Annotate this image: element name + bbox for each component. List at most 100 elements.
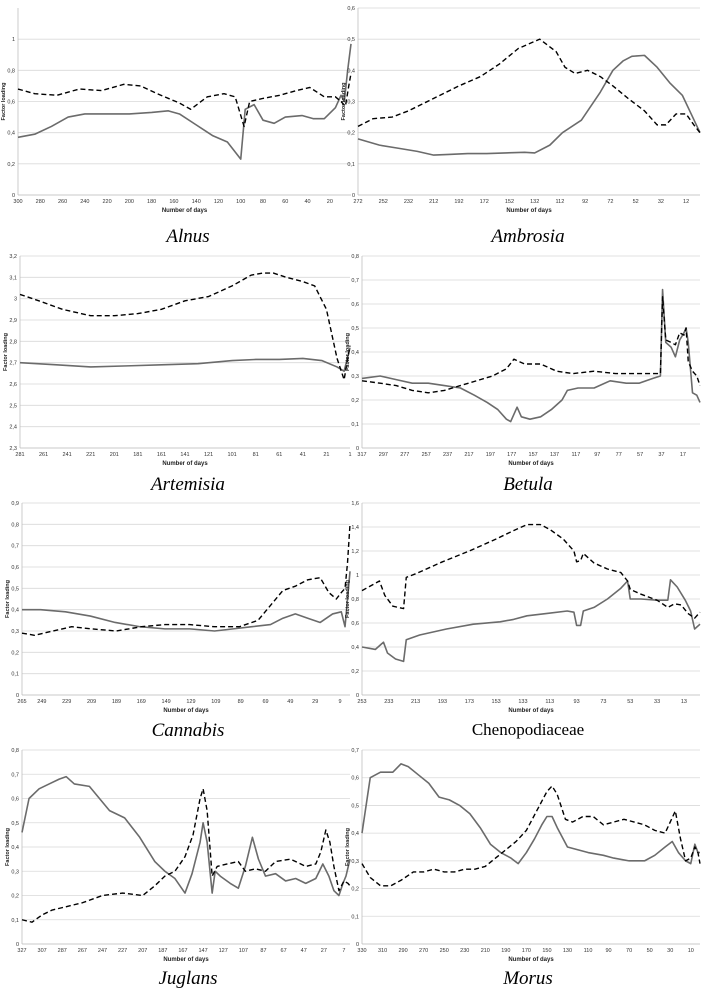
xtick-label-chenopodiaceae-9: 73	[600, 699, 606, 705]
xtick-label-betula-0: 317	[357, 452, 366, 458]
xtick-label-ambrosia-4: 192	[454, 199, 463, 205]
xtick-label-ambrosia-5: 172	[480, 199, 489, 205]
ytick-label-juglans-0: 0	[16, 942, 19, 948]
xtick-label-chenopodiaceae-1: 233	[384, 699, 393, 705]
ytick-label-chenopodiaceae-7: 1,4	[351, 525, 359, 531]
xtick-label-betula-1: 297	[379, 452, 388, 458]
xtick-label-juglans-4: 247	[98, 948, 107, 954]
panel-title-ambrosia: Ambrosia	[491, 226, 565, 247]
ytick-label-alnus-1: 0,2	[7, 162, 15, 168]
xtick-label-alnus-7: 160	[169, 199, 178, 205]
y-axis-title-chenopodiaceae: Factor loading	[345, 580, 351, 618]
xtick-label-cannabis-11: 49	[287, 699, 293, 705]
ytick-label-betula-6: 0,6	[351, 302, 359, 308]
xtick-label-morus-13: 70	[626, 948, 632, 954]
x-axis-title-artemisia: Number of days	[162, 461, 208, 467]
x-axis-title-chenopodiaceae: Number of days	[508, 708, 554, 714]
ytick-label-betula-5: 0,5	[351, 326, 359, 332]
xtick-label-artemisia-4: 201	[110, 452, 119, 458]
ytick-label-chenopodiaceae-2: 0,4	[351, 645, 359, 651]
y-axis-title-artemisia: Factor loading	[3, 333, 9, 371]
xtick-label-morus-8: 170	[522, 948, 531, 954]
y-axis-title-betula: Factor loading	[345, 333, 351, 371]
ytick-label-betula-2: 0,2	[351, 398, 359, 404]
xtick-label-betula-2: 277	[400, 452, 409, 458]
xtick-label-ambrosia-11: 52	[633, 199, 639, 205]
panel-title-cannabis: Cannabis	[151, 720, 225, 741]
xtick-label-alnus-0: 300	[13, 199, 22, 205]
xtick-label-morus-15: 30	[667, 948, 673, 954]
ytick-label-betula-4: 0,4	[351, 350, 359, 356]
xtick-label-juglans-6: 207	[138, 948, 147, 954]
xtick-label-betula-10: 117	[572, 452, 581, 458]
x-axis-title-betula: Number of days	[508, 461, 554, 467]
xtick-label-juglans-3: 267	[78, 948, 87, 954]
ytick-label-morus-2: 0,2	[351, 887, 359, 893]
y-axis-title-ambrosia: Factor loading	[341, 83, 347, 121]
xtick-label-morus-9: 150	[542, 948, 551, 954]
series-solid-alnus	[17, 43, 352, 160]
xtick-label-betula-4: 237	[443, 452, 452, 458]
ytick-label-juglans-2: 0,2	[11, 894, 19, 900]
xtick-label-cannabis-6: 149	[162, 699, 171, 705]
xtick-label-alnus-12: 60	[282, 199, 288, 205]
ytick-label-morus-1: 0,1	[351, 914, 359, 920]
ytick-label-ambrosia-4: 0,4	[347, 68, 355, 74]
y-axis-title-alnus: Factor loading	[1, 83, 7, 121]
xtick-label-artemisia-12: 41	[300, 452, 306, 458]
xtick-label-cannabis-1: 249	[37, 699, 46, 705]
xtick-label-alnus-4: 220	[103, 199, 112, 205]
xtick-label-ambrosia-9: 92	[582, 199, 588, 205]
series-solid-morus	[361, 763, 700, 865]
ytick-label-morus-3: 0,3	[351, 859, 359, 865]
ytick-label-alnus-3: 0,6	[7, 100, 15, 106]
ytick-label-juglans-5: 0,5	[11, 821, 19, 827]
xtick-label-ambrosia-10: 72	[607, 199, 613, 205]
xtick-label-artemisia-11: 61	[276, 452, 282, 458]
xtick-label-artemisia-8: 121	[204, 452, 213, 458]
xtick-label-betula-6: 197	[486, 452, 495, 458]
ytick-label-alnus-2: 0,4	[7, 131, 15, 137]
xtick-label-cannabis-5: 169	[137, 699, 146, 705]
ytick-label-betula-0: 0	[356, 446, 359, 452]
xtick-label-juglans-11: 107	[239, 948, 248, 954]
ytick-label-chenopodiaceae-3: 0,6	[351, 621, 359, 627]
xtick-label-artemisia-0: 281	[15, 452, 24, 458]
xtick-label-morus-4: 250	[440, 948, 449, 954]
ytick-label-cannabis-5: 0,5	[11, 586, 19, 592]
x-axis-title-ambrosia: Number of days	[506, 208, 552, 214]
xtick-label-artemisia-1: 261	[39, 452, 48, 458]
xtick-label-morus-12: 90	[606, 948, 612, 954]
series-solid-ambrosia	[357, 54, 701, 156]
ytick-label-artemisia-3: 2,6	[9, 382, 17, 388]
x-axis-title-juglans: Number of days	[163, 957, 209, 963]
ytick-label-betula-1: 0,1	[351, 422, 359, 428]
ytick-label-artemisia-9: 3,2	[9, 254, 17, 260]
chart-ambrosia: 0 0,1 0,2 0,3 0,4 0,5 0,6 272 252 232 212 192 172 152…	[341, 6, 701, 214]
ytick-label-morus-5: 0,5	[351, 803, 359, 809]
xtick-label-juglans-2: 287	[58, 948, 67, 954]
series-dashed-artemisia	[19, 272, 351, 381]
panel-title-morus: Morus	[503, 968, 553, 989]
ytick-label-ambrosia-2: 0,2	[347, 131, 355, 137]
xtick-label-artemisia-13: 21	[323, 452, 329, 458]
xtick-label-ambrosia-1: 252	[379, 199, 388, 205]
xtick-label-juglans-16: 7	[342, 948, 345, 954]
xtick-label-betula-13: 57	[637, 452, 643, 458]
xtick-label-alnus-8: 140	[192, 199, 201, 205]
xtick-label-cannabis-12: 29	[312, 699, 318, 705]
ytick-label-juglans-7: 0,7	[11, 772, 19, 778]
ytick-label-juglans-6: 0,6	[11, 797, 19, 803]
ytick-label-alnus-5: 1	[12, 37, 15, 43]
series-solid-betula	[361, 288, 701, 423]
xtick-label-juglans-8: 167	[178, 948, 187, 954]
chart-betula: 0 0,1 0,2 0,3 0,4 0,5 0,6 0,7 0,8 317 297 277 257 237…	[345, 254, 701, 467]
xtick-label-cannabis-13: 9	[339, 699, 342, 705]
xtick-label-betula-15: 17	[680, 452, 686, 458]
xtick-label-artemisia-7: 141	[180, 452, 189, 458]
xtick-label-juglans-12: 87	[260, 948, 266, 954]
series-dashed-cannabis	[21, 524, 351, 636]
xtick-label-cannabis-9: 89	[238, 699, 244, 705]
xtick-label-juglans-14: 47	[301, 948, 307, 954]
xtick-label-juglans-1: 307	[38, 948, 47, 954]
